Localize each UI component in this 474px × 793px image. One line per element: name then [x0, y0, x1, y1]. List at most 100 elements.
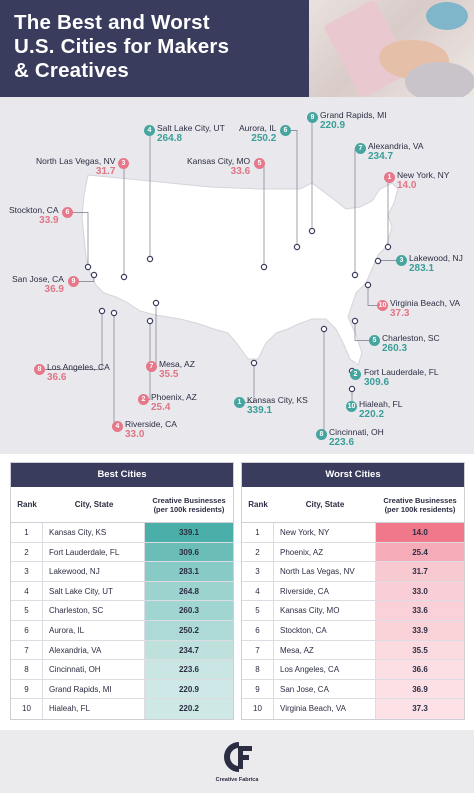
- worst-rank-badge-5: 5: [254, 158, 265, 169]
- value-cell: 37.3: [376, 699, 464, 719]
- map-city-value: 309.6: [364, 377, 390, 388]
- rank-cell: 7: [11, 640, 43, 660]
- best-map-label-9: Grand Rapids, MI 220.9: [320, 110, 387, 131]
- worst-map-label-10: Virginia Beach, VA 37.3: [390, 298, 460, 319]
- us-map: 1 Kansas City, KS 339.1 2 Fort Lauderdale, F…: [0, 97, 474, 454]
- table-row: 1 New York, NY 14.0: [242, 523, 464, 543]
- city-cell: Grand Rapids, MI: [43, 679, 145, 699]
- map-city-value: 33.6: [230, 166, 251, 177]
- value-cell: 33.6: [376, 601, 464, 620]
- map-city-value: 35.5: [159, 369, 179, 380]
- worst-callout-line-4: [113, 313, 118, 427]
- best-rank-badge-7: 7: [355, 143, 366, 154]
- map-city-name: Virginia Beach, VA: [390, 298, 461, 308]
- worst-table-header: Rank City, State Creative Businesses (pe…: [242, 487, 464, 523]
- best-city-marker-4: [146, 255, 154, 263]
- worst-city-marker-4: [110, 309, 118, 317]
- map-city-value: 33.0: [125, 429, 145, 440]
- worst-city-marker-9: [90, 271, 98, 279]
- map-city-name: Salt Lake City, UT: [157, 123, 225, 133]
- table-row: 5 Kansas City, MO 33.6: [242, 601, 464, 621]
- table-row: 1 Kansas City, KS 339.1: [11, 523, 233, 543]
- yarn-image: [405, 62, 474, 97]
- map-city-value: 220.2: [359, 409, 385, 420]
- worst-city-header: City, State: [305, 500, 345, 509]
- city-cell: Aurora, IL: [43, 620, 145, 640]
- map-city-name: Riverside, CA: [125, 419, 177, 429]
- rank-cell: 5: [242, 601, 274, 620]
- table-row: 9 San Jose, CA 36.9: [242, 679, 464, 700]
- page-title: The Best and Worst U.S. Cities for Maker…: [14, 11, 314, 83]
- worst-cities-table: Worst Cities Rank City, State Creative B…: [241, 462, 465, 720]
- best-value-header: Creative Businesses (per 100k residents): [152, 495, 226, 514]
- worst-city-marker-3: [120, 273, 128, 281]
- tables-section: Best Cities Rank City, State Creative Bu…: [0, 454, 474, 730]
- rank-cell: 6: [242, 620, 274, 640]
- value-cell: 33.9: [376, 620, 464, 640]
- table-row: 6 Aurora, IL 250.2: [11, 620, 233, 641]
- table-row: 8 Los Angeles, CA 36.6: [242, 660, 464, 680]
- value-cell: 33.0: [376, 581, 464, 601]
- worst-rank-badge-2: 2: [138, 394, 149, 405]
- value-cell: 260.3: [145, 601, 233, 620]
- value-cell: 25.4: [376, 542, 464, 562]
- us-outline: [81, 174, 399, 366]
- value-cell: 36.9: [376, 679, 464, 699]
- best-callout-line-8: [321, 329, 325, 435]
- table-row: 7 Mesa, AZ 35.5: [242, 640, 464, 661]
- best-rank-badge-4: 4: [144, 125, 155, 136]
- map-city-name: Charleston, SC: [382, 333, 440, 343]
- rank-cell: 2: [242, 542, 274, 562]
- worst-map-label-4: Riverside, CA 33.0: [125, 419, 177, 440]
- header: The Best and Worst U.S. Cities for Maker…: [0, 0, 474, 97]
- rank-cell: 1: [11, 523, 43, 542]
- city-cell: San Jose, CA: [274, 679, 376, 699]
- map-city-value: 260.3: [382, 343, 408, 354]
- worst-rank-badge-3: 3: [118, 158, 129, 169]
- worst-map-label-1: New York, NY 14.0: [397, 170, 449, 191]
- map-city-name: Los Angeles, CA: [47, 362, 110, 372]
- best-city-marker-1: [250, 359, 258, 367]
- map-city-name: San Jose, CA: [12, 274, 64, 284]
- coffee-cup-image: [426, 2, 468, 30]
- value-cell: 264.8: [145, 581, 233, 601]
- value-cell: 31.7: [376, 562, 464, 581]
- city-cell: New York, NY: [274, 523, 376, 542]
- brand-name: Creative Fabrica: [215, 777, 259, 783]
- city-cell: Mesa, AZ: [274, 640, 376, 660]
- best-city-marker-6: [293, 243, 301, 251]
- map-city-value: 31.7: [95, 166, 116, 177]
- worst-rank-badge-7: 7: [146, 361, 157, 372]
- worst-map-label-5: Kansas City, MO 33.6: [187, 156, 250, 177]
- city-cell: Lakewood, NJ: [43, 562, 145, 581]
- best-rank-badge-2: 2: [350, 369, 361, 380]
- value-cell: 220.9: [145, 679, 233, 699]
- map-city-value: 14.0: [397, 180, 417, 191]
- worst-rank-badge-1: 1: [384, 172, 395, 183]
- worst-rank-badge-8: 8: [34, 364, 45, 375]
- table-row: 4 Riverside, CA 33.0: [242, 581, 464, 602]
- rank-cell: 5: [11, 601, 43, 620]
- best-city-marker-5: [351, 317, 359, 325]
- city-cell: Riverside, CA: [274, 581, 376, 601]
- map-city-name: New York, NY: [397, 170, 450, 180]
- table-row: 3 Lakewood, NJ 283.1: [11, 562, 233, 582]
- worst-value-header: Creative Businesses (per 100k residents): [383, 495, 457, 514]
- worst-city-marker-6: [84, 263, 92, 271]
- worst-rank-badge-6: 6: [62, 207, 73, 218]
- city-cell: Cincinnati, OH: [43, 660, 145, 679]
- best-map-label-2: Fort Lauderdale, FL 309.6: [364, 367, 439, 388]
- value-cell: 220.2: [145, 699, 233, 719]
- map-city-name: Aurora, IL: [239, 123, 277, 133]
- worst-map-label-7: Mesa, AZ 35.5: [159, 359, 195, 380]
- table-row: 5 Charleston, SC 260.3: [11, 601, 233, 621]
- value-cell: 234.7: [145, 640, 233, 660]
- best-city-marker-3: [374, 257, 382, 265]
- value-cell: 35.5: [376, 640, 464, 660]
- best-map-label-5: Charleston, SC 260.3: [382, 333, 440, 354]
- table-row: 8 Cincinnati, OH 223.6: [11, 660, 233, 680]
- city-cell: Charleston, SC: [43, 601, 145, 620]
- title-line-1: The Best and Worst: [14, 11, 210, 34]
- worst-rank-badge-4: 4: [112, 421, 123, 432]
- best-cities-table: Best Cities Rank City, State Creative Bu…: [10, 462, 234, 720]
